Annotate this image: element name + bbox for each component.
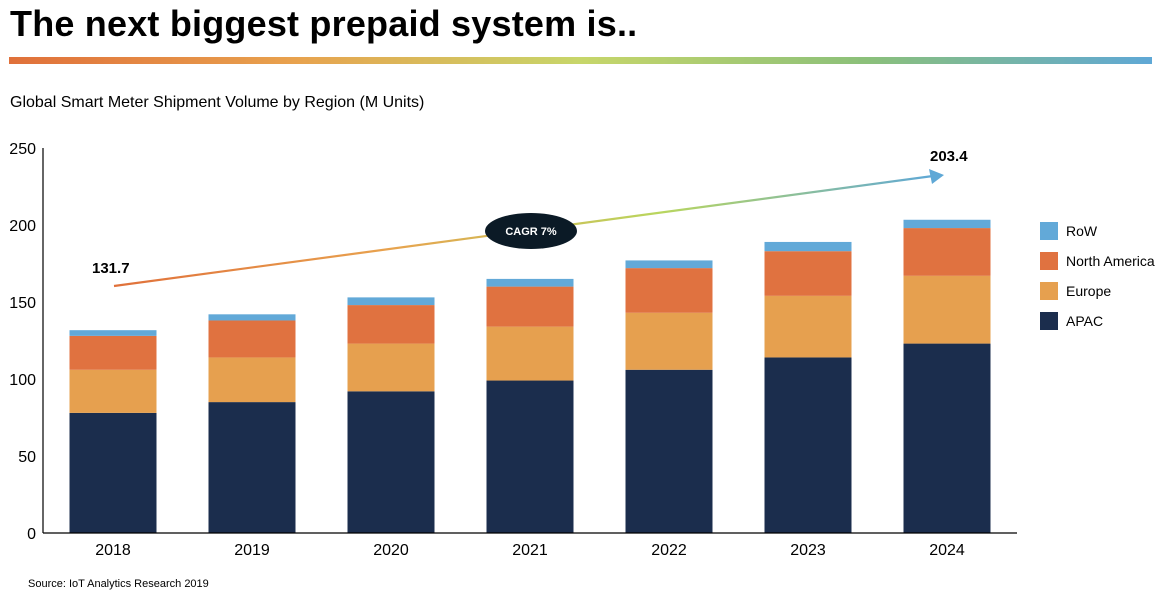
- legend-swatch: [1040, 312, 1058, 330]
- y-tick-label: 100: [9, 372, 36, 389]
- y-tick-label: 200: [9, 218, 36, 235]
- bar-segment-north-america-2023: [764, 251, 852, 296]
- bar-segment-north-america-2019: [208, 320, 296, 358]
- y-tick-label: 150: [9, 295, 36, 312]
- bar-segment-row-2021: [486, 278, 574, 287]
- legend-swatch: [1040, 222, 1058, 240]
- x-tick-label: 2018: [95, 542, 131, 559]
- bar-segment-europe-2019: [208, 357, 296, 403]
- x-tick-label: 2024: [929, 542, 965, 559]
- title-rule: [9, 57, 1152, 64]
- legend-swatch: [1040, 282, 1058, 300]
- legend-item-row: RoW: [1040, 222, 1155, 240]
- slide-title: The next biggest prepaid system is..: [10, 3, 638, 44]
- x-tick-label: 2021: [512, 542, 548, 559]
- legend-item-north-america: North America: [1040, 252, 1155, 270]
- x-tick-label: 2019: [234, 542, 270, 559]
- bar-segment-europe-2024: [903, 275, 991, 344]
- bar-segment-apac-2020: [347, 391, 435, 533]
- end-value-label: 203.4: [930, 148, 968, 165]
- legend-label: North America: [1066, 253, 1155, 269]
- bar-segment-row-2024: [903, 219, 991, 229]
- bar-segment-europe-2022: [625, 312, 713, 370]
- x-tick-label: 2023: [790, 542, 826, 559]
- legend-label: RoW: [1066, 223, 1098, 239]
- bar-segment-row-2018: [69, 330, 157, 336]
- x-tick-label: 2020: [373, 542, 409, 559]
- y-tick-label: 50: [18, 449, 36, 466]
- bar-segment-apac-2021: [486, 380, 574, 533]
- bar-segment-europe-2021: [486, 326, 574, 381]
- cagr-badge: [485, 213, 577, 249]
- legend-swatch: [1040, 252, 1058, 270]
- bar-segment-europe-2023: [764, 295, 852, 358]
- legend-item-apac: APAC: [1040, 312, 1155, 330]
- bar-segment-north-america-2020: [347, 305, 435, 344]
- bar-segment-apac-2019: [208, 402, 296, 533]
- y-tick-label: 0: [27, 526, 36, 543]
- bar-segment-apac-2024: [903, 343, 991, 533]
- bar-segment-apac-2023: [764, 357, 852, 533]
- bar-segment-europe-2020: [347, 343, 435, 392]
- legend-item-europe: Europe: [1040, 282, 1155, 300]
- bar-segment-row-2020: [347, 297, 435, 306]
- x-tick-label: 2022: [651, 542, 687, 559]
- y-tick-label: 250: [9, 141, 36, 158]
- start-value-label: 131.7: [92, 260, 130, 277]
- bar-segment-north-america-2021: [486, 286, 574, 327]
- chart-title: Global Smart Meter Shipment Volume by Re…: [10, 94, 425, 111]
- bar-segment-north-america-2018: [69, 335, 157, 370]
- bar-segment-row-2019: [208, 314, 296, 321]
- bar-segment-apac-2018: [69, 412, 157, 533]
- source-note: Source: IoT Analytics Research 2019: [28, 578, 209, 590]
- bar-segment-north-america-2024: [903, 228, 991, 276]
- legend: RoW North America Europe APAC: [1040, 222, 1155, 342]
- cagr-label: CAGR 7%: [505, 226, 557, 238]
- bar-segment-row-2022: [625, 260, 713, 269]
- bar-segment-row-2023: [764, 241, 852, 252]
- legend-label: APAC: [1066, 313, 1104, 329]
- bar-segment-north-america-2022: [625, 268, 713, 313]
- legend-label: Europe: [1066, 283, 1112, 299]
- bar-segment-apac-2022: [625, 369, 713, 533]
- trend-arrowhead: [929, 169, 944, 184]
- bar-segment-europe-2018: [69, 369, 157, 413]
